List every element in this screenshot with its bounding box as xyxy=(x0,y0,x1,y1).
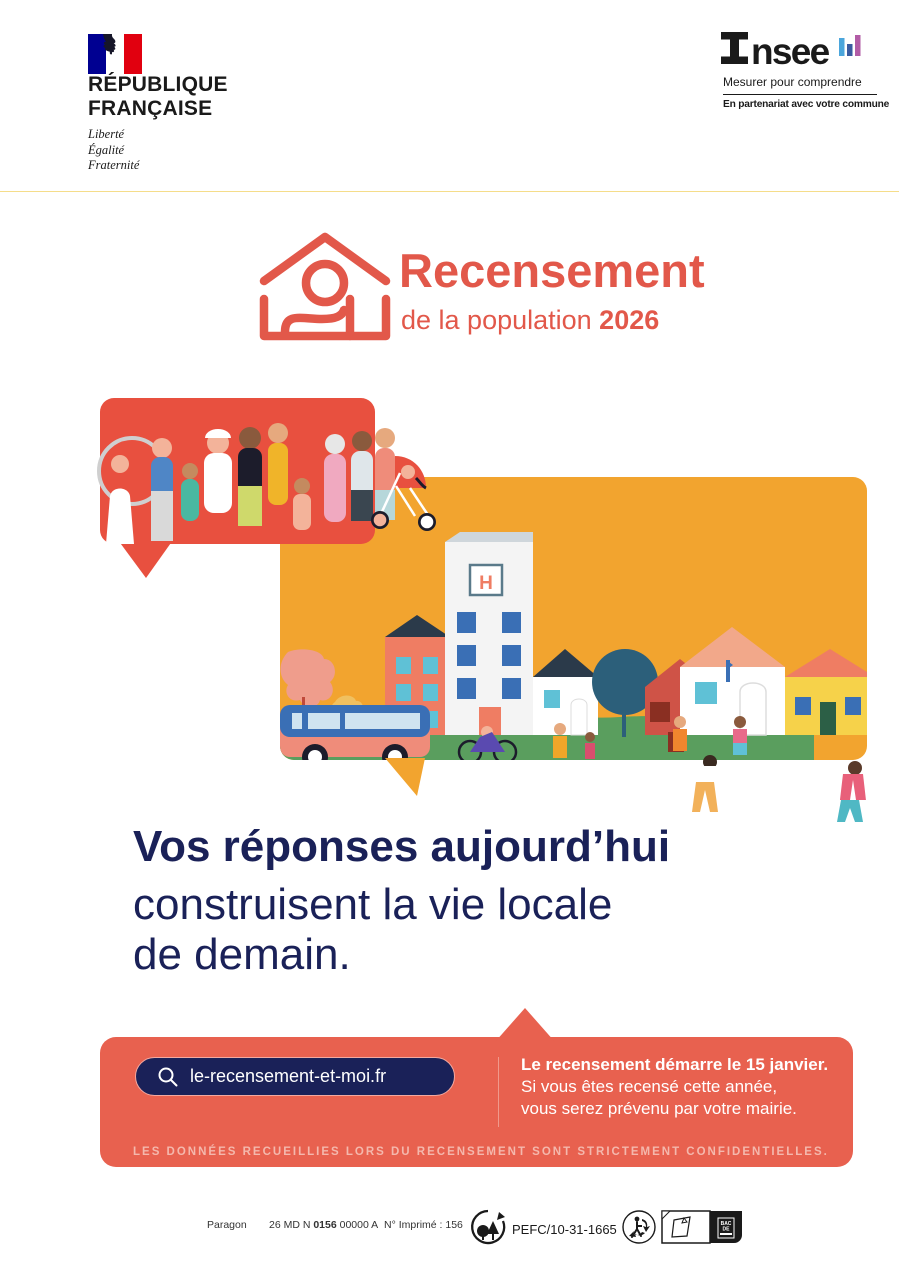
svg-text:nsee: nsee xyxy=(751,31,830,72)
svg-text:DE: DE xyxy=(723,1227,731,1233)
svg-text:H: H xyxy=(479,573,493,594)
